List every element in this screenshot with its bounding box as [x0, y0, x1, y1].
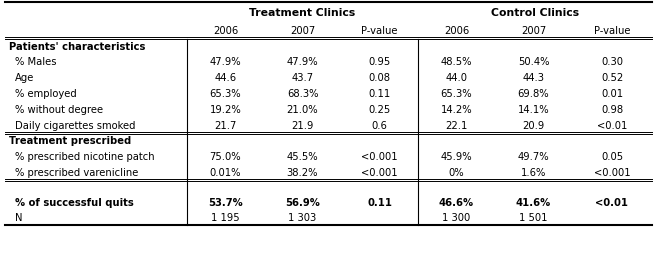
- Text: 38.2%: 38.2%: [286, 167, 318, 177]
- Text: 0.98: 0.98: [601, 105, 623, 115]
- Text: 49.7%: 49.7%: [518, 151, 549, 161]
- Text: 19.2%: 19.2%: [210, 105, 241, 115]
- Text: <0.01: <0.01: [597, 121, 627, 131]
- Text: 65.3%: 65.3%: [210, 89, 241, 99]
- Text: % employed: % employed: [15, 89, 77, 99]
- Text: 1.6%: 1.6%: [521, 167, 546, 177]
- Text: 2007: 2007: [521, 26, 546, 36]
- Text: 0.6: 0.6: [372, 121, 388, 131]
- Text: % without degree: % without degree: [15, 105, 103, 115]
- Text: 0.11: 0.11: [367, 198, 392, 208]
- Text: 75.0%: 75.0%: [210, 151, 241, 161]
- Text: Treatment Clinics: Treatment Clinics: [250, 8, 355, 18]
- Text: <0.001: <0.001: [361, 167, 397, 177]
- Text: 45.5%: 45.5%: [286, 151, 318, 161]
- Text: <0.001: <0.001: [361, 151, 397, 161]
- Text: 0.01%: 0.01%: [210, 167, 241, 177]
- Text: 41.6%: 41.6%: [516, 198, 551, 208]
- Text: <0.001: <0.001: [594, 167, 630, 177]
- Text: 0.11: 0.11: [369, 89, 391, 99]
- Text: 0.25: 0.25: [369, 105, 391, 115]
- Text: 68.3%: 68.3%: [286, 89, 318, 99]
- Text: 65.3%: 65.3%: [441, 89, 472, 99]
- Text: 21.0%: 21.0%: [286, 105, 318, 115]
- Text: 46.6%: 46.6%: [439, 198, 474, 208]
- Text: 0.95: 0.95: [369, 57, 391, 67]
- Text: <0.01: <0.01: [595, 198, 629, 208]
- Text: 1 501: 1 501: [519, 213, 548, 223]
- Text: 14.2%: 14.2%: [441, 105, 472, 115]
- Text: 1 300: 1 300: [442, 213, 470, 223]
- Text: % prescribed varenicline: % prescribed varenicline: [15, 167, 139, 177]
- Text: 47.9%: 47.9%: [286, 57, 318, 67]
- Text: Daily cigarettes smoked: Daily cigarettes smoked: [15, 121, 135, 131]
- Text: Patients' characteristics: Patients' characteristics: [9, 41, 145, 51]
- Text: 21.9: 21.9: [291, 121, 313, 131]
- Text: 0.01: 0.01: [601, 89, 623, 99]
- Text: 53.7%: 53.7%: [208, 198, 243, 208]
- Text: 22.1: 22.1: [445, 121, 468, 131]
- Text: P-value: P-value: [361, 26, 397, 36]
- Text: 44.0: 44.0: [445, 73, 468, 83]
- Text: 0.08: 0.08: [369, 73, 390, 83]
- Text: 56.9%: 56.9%: [285, 198, 320, 208]
- Text: 48.5%: 48.5%: [441, 57, 472, 67]
- Text: 44.6: 44.6: [214, 73, 237, 83]
- Text: 1 195: 1 195: [211, 213, 240, 223]
- Text: 43.7: 43.7: [292, 73, 313, 83]
- Text: 2006: 2006: [213, 26, 238, 36]
- Text: N: N: [15, 213, 22, 223]
- Text: 44.3: 44.3: [522, 73, 545, 83]
- Text: % of successful quits: % of successful quits: [15, 198, 134, 208]
- Text: % Males: % Males: [15, 57, 57, 67]
- Text: 1 303: 1 303: [288, 213, 317, 223]
- Text: 69.8%: 69.8%: [518, 89, 549, 99]
- Text: 45.9%: 45.9%: [441, 151, 472, 161]
- Text: P-value: P-value: [594, 26, 630, 36]
- Text: 0.30: 0.30: [601, 57, 623, 67]
- Text: 14.1%: 14.1%: [518, 105, 549, 115]
- Text: 0.52: 0.52: [601, 73, 623, 83]
- Text: Control Clinics: Control Clinics: [491, 8, 579, 18]
- Text: 47.9%: 47.9%: [210, 57, 241, 67]
- Text: Age: Age: [15, 73, 34, 83]
- Text: 0.05: 0.05: [601, 151, 623, 161]
- Text: 2006: 2006: [444, 26, 469, 36]
- Text: % prescribed nicotine patch: % prescribed nicotine patch: [15, 151, 154, 161]
- Text: 0%: 0%: [449, 167, 464, 177]
- Text: Treatment prescribed: Treatment prescribed: [9, 136, 131, 146]
- Text: 50.4%: 50.4%: [518, 57, 549, 67]
- Text: 20.9: 20.9: [522, 121, 545, 131]
- Text: 2007: 2007: [290, 26, 315, 36]
- Text: 21.7: 21.7: [214, 121, 237, 131]
